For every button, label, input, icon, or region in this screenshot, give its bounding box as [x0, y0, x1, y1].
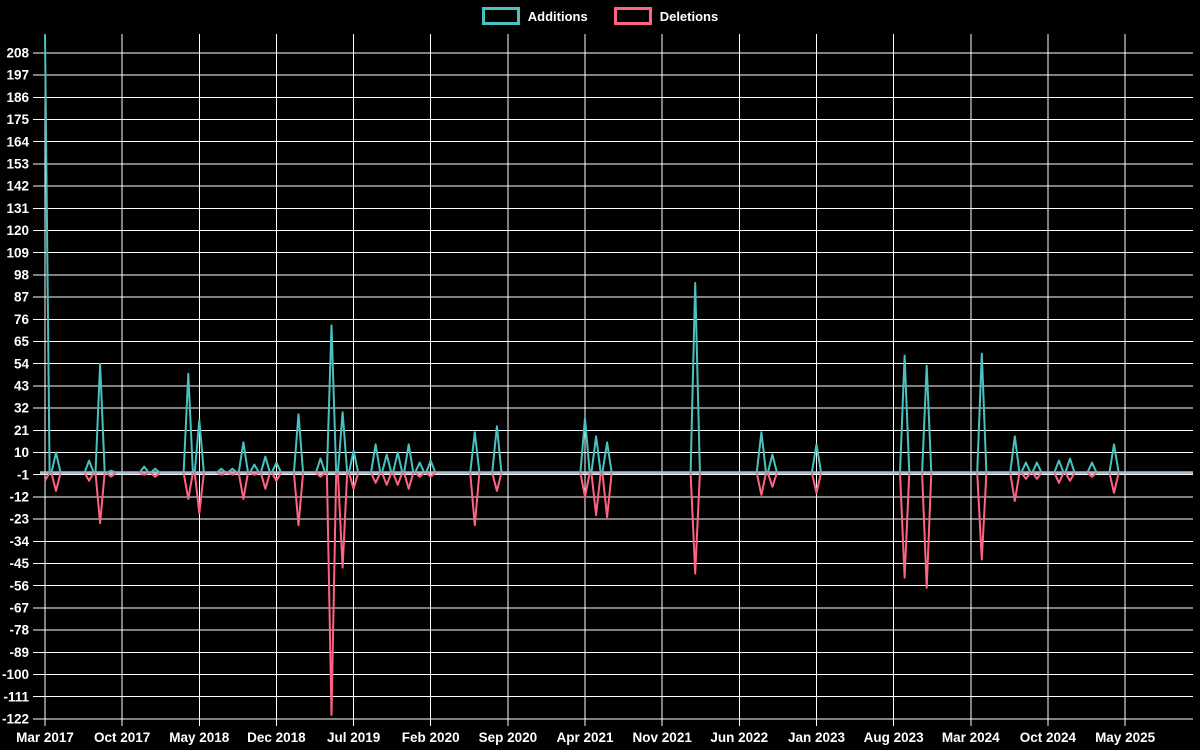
y-tick-label: -56: [9, 578, 29, 593]
y-tick-label: -1: [17, 467, 29, 482]
y-tick-label: 186: [6, 90, 29, 105]
y-tick-label: 142: [6, 179, 29, 194]
y-tick-label: 197: [6, 68, 29, 83]
y-tick-label: 10: [14, 445, 29, 460]
y-tick-label: -67: [9, 601, 29, 616]
y-tick-label: 65: [14, 334, 30, 349]
y-tick-label: -45: [9, 556, 29, 571]
x-tick-label: Oct 2017: [94, 730, 150, 745]
x-tick-label: Apr 2021: [556, 730, 614, 745]
x-tick-label: May 2025: [1095, 730, 1156, 745]
x-tick-label: Dec 2018: [247, 730, 306, 745]
deletions-line: [44, 471, 1120, 716]
y-tick-label: 175: [6, 112, 29, 127]
x-tick-label: Jan 2023: [788, 730, 846, 745]
deletions-swatch-icon: [613, 7, 652, 25]
y-tick-label: 208: [6, 46, 29, 61]
y-tick-label: 164: [6, 134, 29, 149]
x-tick-label: May 2018: [169, 730, 230, 745]
x-tick-label: Aug 2023: [864, 730, 925, 745]
y-tick-label: -122: [2, 712, 29, 727]
y-tick-label: 120: [6, 223, 29, 238]
x-tick-label: Jul 2019: [327, 730, 380, 745]
y-tick-label: -111: [3, 689, 29, 704]
y-tick-label: 76: [14, 312, 30, 327]
x-tick-label: Oct 2024: [1020, 730, 1077, 745]
y-tick-label: -78: [9, 623, 29, 638]
y-tick-label: -12: [9, 490, 29, 505]
y-tick-label: -23: [9, 512, 29, 527]
legend-item-additions[interactable]: Additions: [481, 7, 588, 25]
y-tick-label: -89: [9, 645, 29, 660]
x-tick-label: Nov 2021: [633, 730, 693, 745]
y-tick-label: 21: [14, 423, 30, 438]
y-tick-label: 98: [14, 268, 30, 283]
y-tick-label: -34: [9, 534, 29, 549]
x-tick-label: Mar 2017: [16, 730, 74, 745]
x-tick-label: Jun 2022: [710, 730, 768, 745]
x-tick-label: Feb 2020: [402, 730, 460, 745]
legend-label-deletions: Deletions: [659, 8, 719, 24]
legend-item-deletions[interactable]: Deletions: [613, 7, 719, 25]
gridlines: [33, 34, 1193, 726]
x-tick-label: Mar 2024: [942, 730, 1000, 745]
chart-legend: Additions Deletions: [0, 7, 1200, 25]
additions-line: [44, 34, 1120, 474]
y-tick-label: -100: [2, 667, 29, 682]
y-axis-labels: 208 197 186 175 164 153 142 131 120 109 98 87 76 65 54…: [2, 46, 30, 727]
legend-label-additions: Additions: [527, 8, 588, 24]
y-tick-label: 87: [14, 290, 29, 305]
y-tick-label: 32: [14, 401, 29, 416]
y-tick-label: 153: [6, 157, 29, 172]
x-tick-label: Sep 2020: [479, 730, 538, 745]
y-tick-label: 43: [14, 379, 30, 394]
y-tick-label: 54: [14, 356, 30, 371]
y-tick-label: 131: [6, 201, 29, 216]
x-axis-labels: Mar 2017 Oct 2017 May 2018 Dec 2018 Jul 2019…: [16, 730, 1156, 745]
y-tick-label: 109: [6, 245, 29, 260]
additions-swatch-icon: [481, 7, 520, 25]
